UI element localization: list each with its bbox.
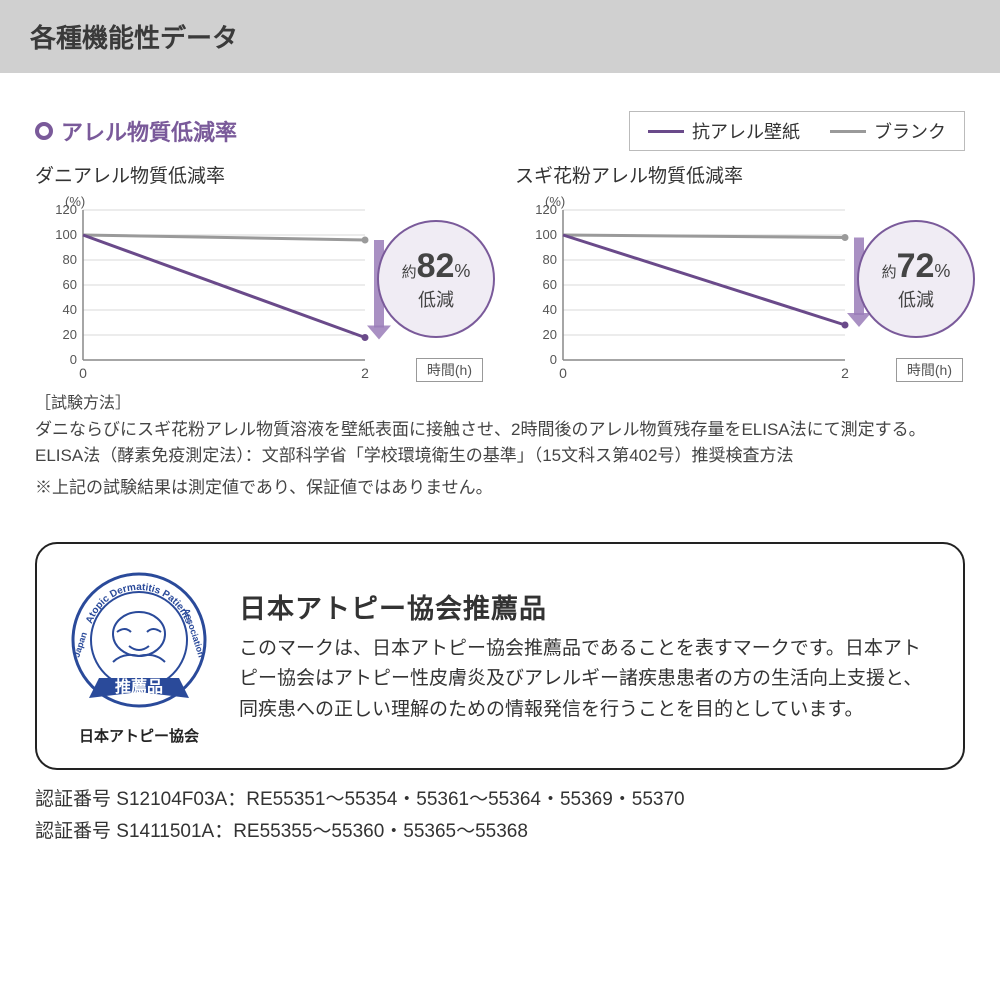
logo-ribbon-text: 推薦品	[115, 677, 163, 696]
cert-number-row: 認証番号 S12104F03A：RE55351～55354・55361～5536…	[35, 784, 965, 816]
certification-text: 日本アトピー協会推薦品 このマークは、日本アトピー協会推薦品であることを表すマー…	[239, 587, 935, 725]
section-title-text: アレル物質低減率	[61, 115, 237, 147]
svg-text:60: 60	[63, 277, 77, 292]
svg-text:0: 0	[550, 352, 557, 367]
badge-suffix: %	[934, 261, 950, 281]
certification-title: 日本アトピー協会推薦品	[239, 587, 935, 626]
badge-sub: 低減	[418, 286, 454, 312]
badge-value: 72	[897, 247, 935, 285]
svg-text:20: 20	[543, 327, 557, 342]
svg-text:60: 60	[543, 277, 557, 292]
badge-prefix: 約	[402, 264, 417, 281]
svg-text:120: 120	[55, 202, 77, 217]
certification-box: Atopic Dermatitis Patients Japan Associa…	[35, 542, 965, 770]
x-axis-label: 時間(h)	[416, 358, 483, 382]
legend-swatch	[648, 130, 684, 133]
svg-text:2: 2	[361, 365, 369, 381]
certification-numbers: 認証番号 S12104F03A：RE55351～55354・55361～5536…	[35, 784, 965, 849]
svg-text:100: 100	[535, 227, 557, 242]
badge-prefix: 約	[882, 264, 897, 281]
chart-wrap: (%)02040608010012002 約82% 低減 時間(h)	[35, 192, 485, 382]
legend-label: ブランク	[874, 118, 946, 144]
content-area: アレル物質低減率 抗アレル壁紙 ブランク ダニアレル物質低減率 (%)02040…	[0, 73, 1000, 502]
badge-line1: 約82%	[402, 247, 471, 286]
badge-line1: 約72%	[882, 247, 951, 286]
page-title: 各種機能性データ	[30, 23, 238, 53]
svg-text:20: 20	[63, 327, 77, 342]
svg-text:80: 80	[63, 252, 77, 267]
reduction-badge: 約82% 低減	[377, 220, 495, 338]
svg-text:2: 2	[841, 365, 849, 381]
notes-heading: ［試験方法］	[35, 392, 965, 417]
x-axis-label: 時間(h)	[896, 358, 963, 382]
chart-wrap: (%)02040608010012002 約72% 低減 時間(h)	[515, 192, 965, 382]
legend-swatch	[830, 130, 866, 133]
section-header-row: アレル物質低減率 抗アレル壁紙 ブランク	[35, 111, 965, 151]
notes-disclaimer: ※上記の試験結果は測定値であり、保証値ではありません。	[35, 475, 965, 501]
charts-row: ダニアレル物質低減率 (%)02040608010012002 約82% 低減 …	[35, 161, 965, 382]
certification-body: このマークは、日本アトピー協会推薦品であることを表すマークです。日本アトピー協会…	[239, 634, 935, 725]
badge-sub: 低減	[898, 286, 934, 312]
badge-suffix: %	[454, 261, 470, 281]
svg-text:0: 0	[559, 365, 567, 381]
logo-caption: 日本アトピー協会	[65, 725, 213, 746]
cert-number-value: S1411501A：RE55355～55360・55365～55368	[116, 821, 528, 842]
svg-text:40: 40	[63, 302, 77, 317]
reduction-badge: 約72% 低減	[857, 220, 975, 338]
svg-text:40: 40	[543, 302, 557, 317]
chart-block-dani: ダニアレル物質低減率 (%)02040608010012002 約82% 低減 …	[35, 161, 485, 382]
notes-line: ダニならびにスギ花粉アレル物質溶液を壁紙表面に接触させ、2時間後のアレル物質残存…	[35, 417, 965, 443]
section-title: アレル物質低減率	[35, 115, 237, 147]
cert-number-label: 認証番号	[35, 789, 111, 810]
test-method-notes: ［試験方法］ ダニならびにスギ花粉アレル物質溶液を壁紙表面に接触させ、2時間後の…	[35, 392, 965, 502]
svg-text:120: 120	[535, 202, 557, 217]
page-header: 各種機能性データ	[0, 0, 1000, 73]
legend-label: 抗アレル壁紙	[692, 118, 800, 144]
certification-logo: Atopic Dermatitis Patients Japan Associa…	[65, 566, 213, 746]
atopy-association-logo-icon: Atopic Dermatitis Patients Japan Associa…	[65, 566, 213, 714]
svg-text:0: 0	[79, 365, 87, 381]
bullet-icon	[35, 122, 53, 140]
chart-legend: 抗アレル壁紙 ブランク	[629, 111, 965, 151]
notes-line: ELISA法（酵素免疫測定法）：文部科学省「学校環境衛生の基準」（15文科ス第4…	[35, 443, 965, 469]
chart-subtitle: ダニアレル物質低減率	[35, 161, 485, 188]
legend-item: ブランク	[830, 118, 946, 144]
chart-block-sugi: スギ花粉アレル物質低減率 (%)02040608010012002 約72% 低…	[515, 161, 965, 382]
chart-subtitle: スギ花粉アレル物質低減率	[515, 161, 965, 188]
svg-text:100: 100	[55, 227, 77, 242]
svg-text:80: 80	[543, 252, 557, 267]
cert-number-label: 認証番号	[35, 821, 111, 842]
legend-item: 抗アレル壁紙	[648, 118, 800, 144]
cert-number-row: 認証番号 S1411501A：RE55355～55360・55365～55368	[35, 816, 965, 848]
svg-text:0: 0	[70, 352, 77, 367]
badge-value: 82	[417, 247, 455, 285]
cert-number-value: S12104F03A：RE55351～55354・55361～55364・553…	[116, 789, 684, 810]
